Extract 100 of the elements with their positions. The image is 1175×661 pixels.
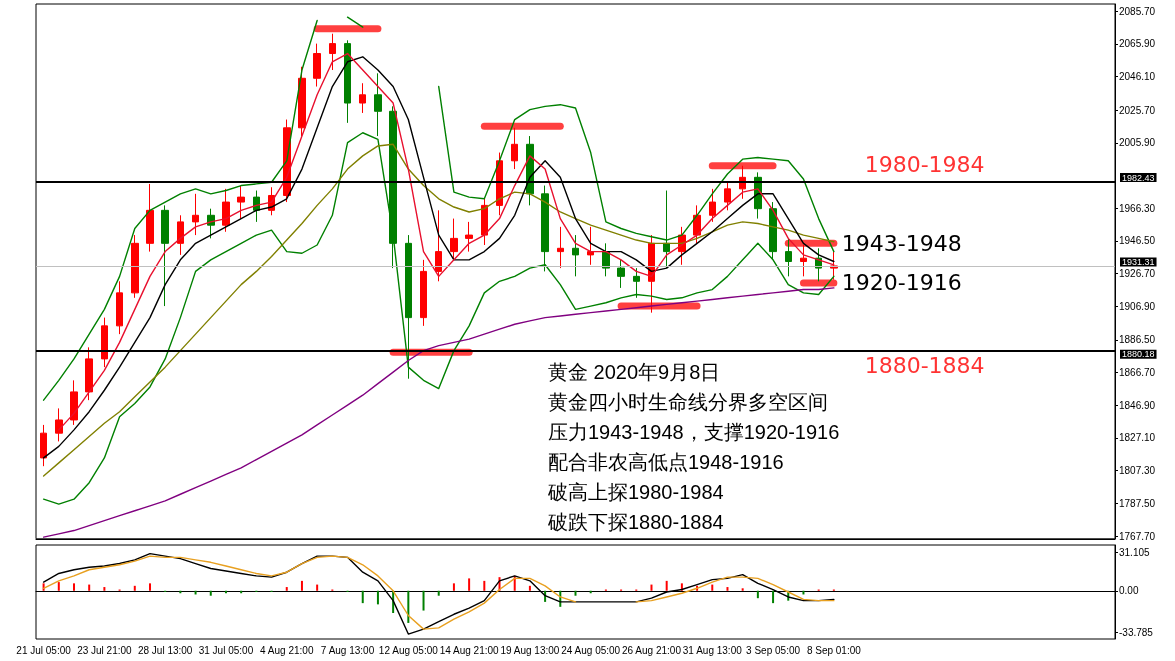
bar (468, 578, 471, 591)
candlestick (101, 317, 108, 368)
candlestick (450, 218, 458, 261)
x-tick-label: 7 Aug 13:00 (320, 644, 375, 656)
candlestick (329, 33, 336, 71)
x-tick-label: 14 Aug 21:00 (439, 644, 500, 656)
candlestick (587, 226, 594, 266)
bar (103, 587, 106, 591)
annotation: 1880-1884 (864, 352, 985, 378)
annotation: 配合非农高低点1948-1916 (548, 451, 784, 473)
bar (422, 590, 425, 611)
annotation: 黄金 2020年9月8日 (548, 361, 721, 383)
x-tick-label: 23 Jul 21:00 (77, 644, 133, 656)
annotation: 1980-1984 (864, 152, 985, 178)
candlestick (663, 190, 670, 269)
y-tick-label: 1906.90 (1119, 300, 1156, 312)
x-tick-label: 21 Jul 05:00 (16, 644, 72, 656)
y-tick-label: 2065.90 (1119, 38, 1156, 50)
bar (88, 584, 91, 591)
candlestick (116, 280, 123, 335)
y-tick-label: 1946.50 (1119, 235, 1156, 247)
candlestick (435, 209, 442, 282)
series-label: 1920-1916 (841, 270, 962, 296)
bar (361, 590, 364, 604)
series-label: 1943-1948 (841, 230, 962, 256)
y-tick-label: 1866.70 (1119, 367, 1156, 379)
annotation: 压力1943-1948，支撑1920-1916 (548, 421, 840, 443)
bar (772, 590, 775, 604)
x-tick-label: 12 Aug 05:00 (378, 644, 439, 656)
y-tick-label: 1966.30 (1119, 202, 1156, 214)
candlestick (40, 424, 47, 467)
candlestick (298, 66, 306, 137)
bar (376, 590, 379, 605)
bar (285, 587, 288, 591)
candlestick (161, 204, 169, 307)
bar (437, 590, 440, 596)
x-tick-label: 4 Aug 21:00 (260, 644, 314, 656)
x-tick-label: 3 Sep 05:00 (746, 644, 801, 656)
x-tick-label: 19 Aug 13:00 (500, 644, 560, 656)
ref-line-label: 1880.18 (1122, 349, 1155, 360)
bar (148, 583, 151, 591)
y-tick-label: 2085.70 (1119, 5, 1156, 17)
candlestick (617, 259, 625, 289)
bar (650, 584, 653, 591)
bar (300, 580, 303, 591)
y-tick-label: 1767.70 (1119, 530, 1156, 542)
x-tick-label: 8 Sep 01:00 (806, 644, 862, 656)
ref-line-label: 1982.43 (1122, 172, 1155, 183)
candlestick (177, 214, 184, 256)
candlestick (359, 82, 366, 114)
candlestick (55, 407, 63, 442)
candlestick (724, 181, 731, 211)
candlestick (405, 234, 412, 380)
bar (711, 584, 714, 591)
x-tick-label: 31 Jul 05:00 (198, 644, 254, 656)
y-tick-label: 1886.50 (1119, 334, 1156, 346)
x-tick-label: 24 Aug 05:00 (561, 644, 621, 656)
bar (72, 583, 75, 591)
candlestick (800, 244, 807, 277)
y-tick-label: 2046.10 (1119, 70, 1156, 82)
annotation: 破高上探1980-1984 (547, 481, 724, 503)
candlestick (70, 379, 78, 426)
candlestick (633, 267, 640, 299)
candlestick (572, 234, 579, 277)
y-tick-label: 1787.50 (1119, 497, 1156, 509)
y-tick-label: -33.785 (1119, 627, 1154, 639)
annotation: 破跌下探1880-1884 (547, 511, 724, 533)
candlestick (785, 237, 792, 277)
ref-line-label: 1931.31 (1122, 256, 1155, 267)
candlestick (222, 188, 230, 233)
candlestick (420, 259, 427, 327)
y-tick-label: 1827.10 (1119, 432, 1156, 444)
candlestick (511, 127, 518, 170)
candlestick (769, 201, 777, 261)
bar (574, 590, 577, 596)
candlestick (146, 183, 154, 253)
candlestick (313, 43, 321, 88)
bar (741, 588, 744, 591)
y-tick-label: 2005.90 (1119, 137, 1156, 149)
x-tick-label: 28 Jul 13:00 (137, 644, 193, 656)
bar (316, 584, 319, 591)
candlestick (374, 72, 382, 137)
candlestick (709, 188, 716, 223)
candlestick (557, 226, 564, 269)
bar (756, 590, 759, 599)
bar (452, 583, 455, 591)
candlestick (693, 204, 701, 244)
candlestick (465, 221, 473, 253)
annotation: 黄金四小时生命线分界多空区间 (548, 391, 828, 413)
bar (726, 587, 729, 591)
bar (528, 585, 531, 591)
candlestick (85, 346, 93, 401)
y-tick-label: 31.105 (1119, 546, 1151, 558)
bar (57, 582, 60, 591)
candlestick (344, 39, 351, 124)
candlestick (541, 185, 549, 272)
bar (407, 590, 410, 623)
y-tick-label: 1926.70 (1119, 268, 1156, 280)
candlestick (131, 234, 139, 299)
bar (665, 580, 668, 591)
